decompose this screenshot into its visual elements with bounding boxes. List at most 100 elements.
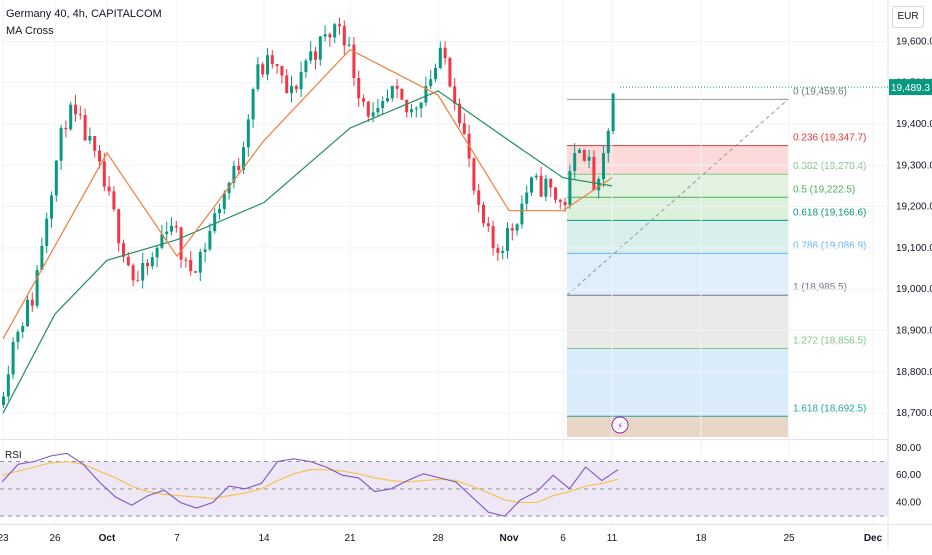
candle-body [328, 34, 332, 38]
candle-body [563, 201, 567, 206]
candle-body [246, 119, 250, 148]
candle-body [549, 178, 553, 188]
ma-slow-line [2, 90, 613, 414]
fib-label-0: 0 (19,459.6) [793, 86, 847, 97]
candle-body [501, 250, 505, 253]
candle-body [304, 60, 308, 72]
candle-body [395, 85, 399, 89]
candle-body [256, 64, 260, 90]
candle-body [318, 36, 322, 60]
candle-body [314, 51, 317, 60]
candle-body [270, 55, 274, 65]
symbol-title[interactable]: Germany 40, 4h, CAPITALCOM [6, 8, 162, 20]
candle-body [477, 190, 481, 205]
candle-body [88, 136, 92, 141]
candle-body [606, 130, 610, 154]
candle-body [261, 64, 265, 75]
candle-body [198, 251, 202, 273]
lightning-glyph: ⚡ [617, 421, 623, 431]
candle-body [83, 115, 87, 141]
time-tick-label: 6 [560, 533, 566, 544]
candle-body [112, 191, 116, 210]
candle-body [506, 228, 509, 251]
price-tick-label: 19,400.0 [896, 119, 932, 130]
candle-body [342, 26, 346, 46]
candle-body [362, 98, 365, 102]
candle-body [611, 93, 615, 131]
candle-body [352, 44, 356, 78]
candle-body [35, 269, 39, 306]
candle-body [290, 86, 293, 94]
candle-body [179, 227, 183, 260]
candle-body [381, 101, 385, 109]
candle-body [323, 34, 327, 37]
fib-label-0.786: 0.786 (19,086.9) [793, 240, 866, 251]
candle-body [227, 182, 231, 194]
candle-body [69, 104, 73, 130]
candle-body [126, 256, 130, 266]
candle-body [539, 175, 543, 197]
candle-body [366, 101, 370, 117]
candle-body [386, 98, 389, 102]
candle-body [496, 248, 500, 253]
fib-label-0.236: 0.236 (19,347.7) [793, 133, 866, 144]
candle-body [558, 199, 562, 202]
candle-body [26, 299, 29, 327]
candle-body [131, 265, 135, 281]
currency-button[interactable]: EUR [892, 6, 924, 28]
candle-body [400, 88, 404, 100]
candle-body [597, 179, 601, 191]
price-tick-label: 19,200.0 [896, 202, 932, 213]
price-tick-label: 19,300.0 [896, 160, 932, 171]
fib-trend-line [566, 98, 789, 296]
candle-body [50, 195, 53, 219]
candle-body [141, 262, 145, 281]
candle-body [309, 51, 313, 61]
indicator-label[interactable]: MA Cross [6, 25, 54, 37]
candle-body [102, 161, 106, 187]
candle-body [419, 102, 423, 109]
candle-body [390, 85, 394, 99]
ma-fast-line [2, 48, 613, 340]
last-price-tag [889, 79, 932, 96]
candle-body [160, 234, 164, 248]
candle-body [294, 86, 298, 90]
time-tick-label: 11 [607, 533, 618, 544]
candle-body [554, 187, 557, 200]
candle-body [424, 86, 428, 103]
candle-body [578, 149, 581, 154]
time-tick-label: 7 [174, 533, 180, 544]
candle-body [122, 243, 125, 257]
rsi-title: RSI [5, 450, 22, 461]
candle-body [165, 231, 169, 235]
candle-body [544, 178, 548, 197]
candle-body [93, 136, 97, 151]
candle-body [333, 24, 337, 38]
candle-body [338, 24, 341, 27]
candles-group [2, 17, 615, 409]
candle-body [592, 156, 596, 191]
fib-label-1: 1 (18,985.5) [793, 282, 847, 293]
fib-label-0.382: 0.382 (19,278.4) [793, 161, 866, 172]
price-tick-label: 18,900.0 [896, 326, 932, 337]
fib-zone-0.382 [567, 174, 788, 198]
candle-body [237, 165, 241, 171]
candle-body [429, 79, 433, 87]
candle-body [45, 218, 49, 246]
candle-body [184, 259, 188, 261]
candle-body [568, 171, 572, 206]
time-tick-label: 18 [695, 533, 707, 544]
candle-body [510, 228, 514, 231]
price-tick-label: 19,000.0 [896, 284, 932, 295]
fib-label-0.5: 0.5 (19,222.5) [793, 184, 855, 195]
candle-body [462, 123, 466, 134]
candle-body [203, 249, 207, 252]
candle-body [525, 192, 529, 204]
candle-body [107, 186, 111, 192]
candle-body [530, 177, 533, 193]
candle-body [414, 108, 418, 110]
fib-zone-1.272 [567, 348, 788, 417]
candle-body [194, 271, 197, 273]
